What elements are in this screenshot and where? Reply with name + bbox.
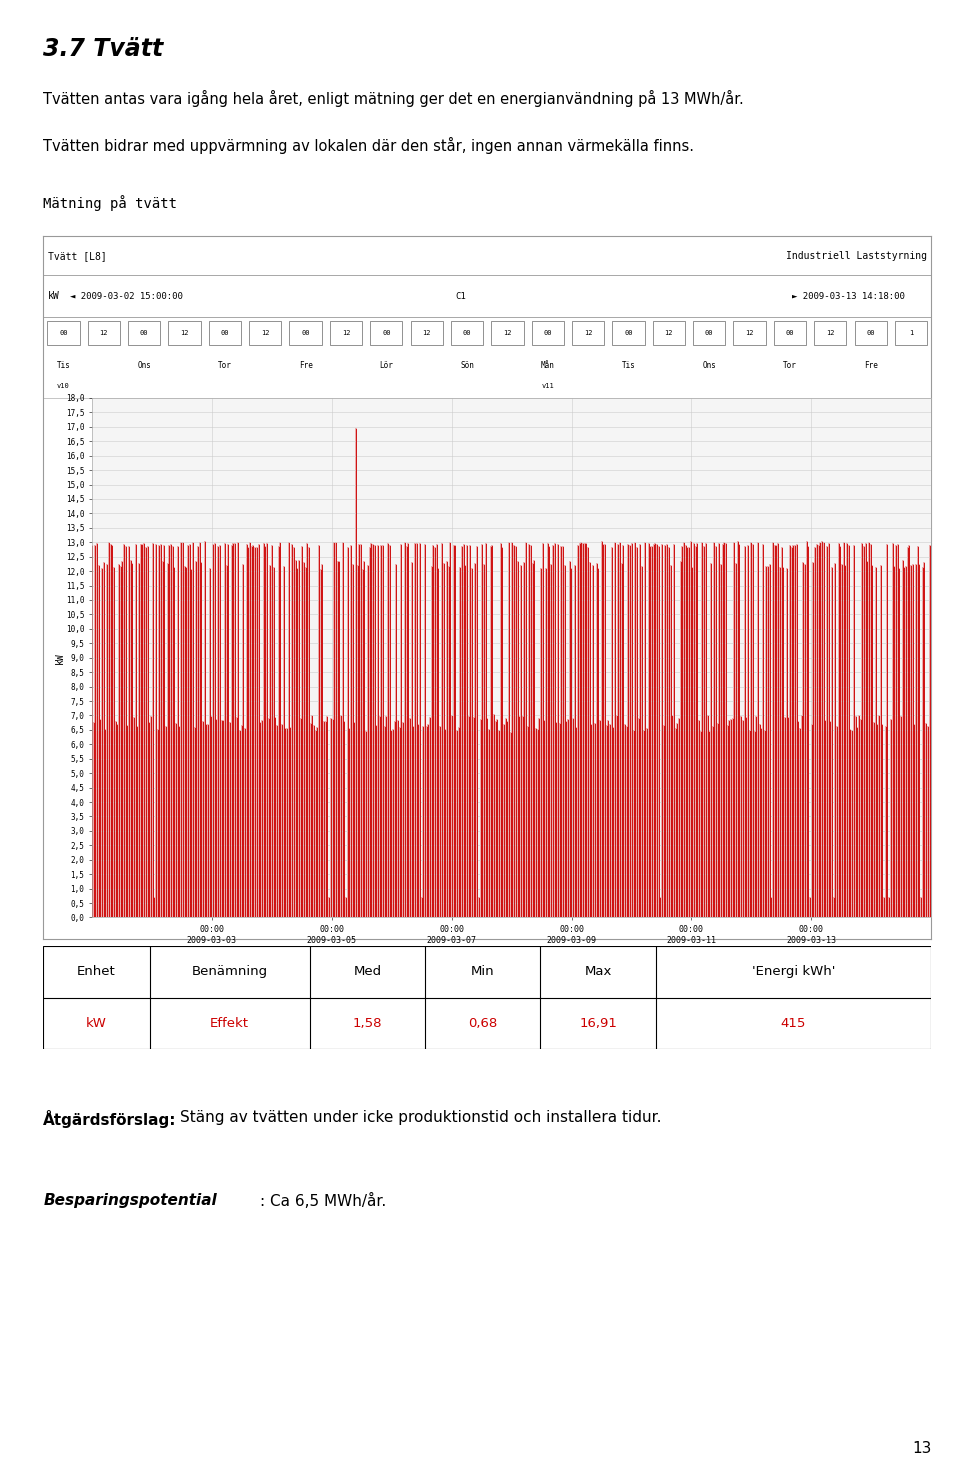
Text: 12: 12 — [180, 331, 189, 337]
Bar — [371, 321, 402, 346]
Text: 12: 12 — [745, 331, 754, 337]
Bar — [330, 321, 362, 346]
Text: Industriell Laststyrning: Industriell Laststyrning — [785, 251, 926, 260]
Bar — [612, 321, 644, 346]
Text: 12: 12 — [584, 331, 592, 337]
Text: 3.7 Tvätt: 3.7 Tvätt — [43, 37, 163, 61]
Text: Max: Max — [585, 965, 612, 978]
Text: 1,58: 1,58 — [352, 1017, 382, 1030]
Text: 12: 12 — [261, 331, 270, 337]
Text: 00: 00 — [301, 331, 310, 337]
Text: ◄ 2009-03-02 15:00:00: ◄ 2009-03-02 15:00:00 — [70, 291, 182, 300]
Text: Tvätten bidrar med uppvärmning av lokalen där den står, ingen annan värmekälla f: Tvätten bidrar med uppvärmning av lokale… — [43, 137, 694, 154]
Bar — [47, 321, 80, 346]
Bar — [208, 321, 241, 346]
Text: Tor: Tor — [783, 361, 797, 370]
Text: Tis: Tis — [621, 361, 636, 370]
Text: 00: 00 — [867, 331, 875, 337]
Text: Mätning på tvätt: Mätning på tvätt — [43, 195, 178, 211]
Text: Min: Min — [471, 965, 494, 978]
Text: 415: 415 — [780, 1017, 806, 1030]
Bar — [451, 321, 483, 346]
Bar — [168, 321, 201, 346]
Text: Effekt: Effekt — [210, 1017, 250, 1030]
Text: Med: Med — [353, 965, 381, 978]
Text: ► 2009-03-13 14:18:00: ► 2009-03-13 14:18:00 — [792, 291, 904, 300]
Text: Ons: Ons — [703, 361, 716, 370]
Text: 00: 00 — [140, 331, 149, 337]
Text: 12: 12 — [664, 331, 673, 337]
Text: Åtgärdsförslag:: Åtgärdsförslag: — [43, 1110, 177, 1128]
Text: Tis: Tis — [57, 361, 70, 370]
Text: 12: 12 — [342, 331, 350, 337]
Text: v10: v10 — [57, 383, 70, 389]
Bar — [653, 321, 685, 346]
Text: 00: 00 — [543, 331, 552, 337]
Text: Besparingspotential: Besparingspotential — [43, 1193, 217, 1208]
Bar — [572, 321, 604, 346]
Text: Lör: Lör — [379, 361, 394, 370]
Text: 12: 12 — [503, 331, 512, 337]
Text: 'Energi kWh': 'Energi kWh' — [752, 965, 835, 978]
Text: Fre: Fre — [864, 361, 877, 370]
Text: Enhet: Enhet — [77, 965, 116, 978]
Text: 12: 12 — [422, 331, 431, 337]
Bar — [774, 321, 806, 346]
Bar — [87, 321, 120, 346]
Bar — [411, 321, 443, 346]
Text: Ons: Ons — [137, 361, 151, 370]
Text: 1: 1 — [909, 331, 913, 337]
Text: kW: kW — [86, 1017, 107, 1030]
Text: 0,68: 0,68 — [468, 1017, 497, 1030]
Text: Tvätt [L8]: Tvätt [L8] — [48, 251, 107, 260]
Text: 00: 00 — [221, 331, 229, 337]
Bar — [249, 321, 281, 346]
Text: 00: 00 — [624, 331, 633, 337]
Text: Tvätten antas vara igång hela året, enligt mätning ger det en energianvändning p: Tvätten antas vara igång hela året, enli… — [43, 90, 744, 108]
Text: 12: 12 — [826, 331, 834, 337]
Bar — [814, 321, 847, 346]
Bar — [733, 321, 766, 346]
Text: 00: 00 — [382, 331, 391, 337]
Bar — [128, 321, 160, 346]
Text: : Ca 6,5 MWh/år.: : Ca 6,5 MWh/år. — [259, 1193, 386, 1209]
Text: Benämning: Benämning — [192, 965, 268, 978]
Text: Fre: Fre — [299, 361, 313, 370]
Text: kW: kW — [48, 291, 60, 302]
Y-axis label: kW: kW — [55, 652, 64, 664]
Text: 12: 12 — [100, 331, 108, 337]
Text: C1: C1 — [455, 291, 466, 300]
Text: Sön: Sön — [460, 361, 474, 370]
Text: 00: 00 — [60, 331, 67, 337]
Bar — [289, 321, 322, 346]
Text: 00: 00 — [705, 331, 713, 337]
Text: 00: 00 — [463, 331, 471, 337]
Text: 00: 00 — [785, 331, 794, 337]
Text: Mån: Mån — [540, 361, 555, 370]
Text: 13: 13 — [912, 1441, 931, 1456]
Text: v11: v11 — [541, 383, 554, 389]
Bar — [492, 321, 523, 346]
Bar — [693, 321, 726, 346]
Text: Stäng av tvätten under icke produktionstid och installera tidur.: Stäng av tvätten under icke produktionst… — [180, 1110, 661, 1125]
Bar — [895, 321, 927, 346]
Text: 16,91: 16,91 — [579, 1017, 617, 1030]
Text: Tor: Tor — [218, 361, 231, 370]
Bar — [532, 321, 564, 346]
Bar — [854, 321, 887, 346]
